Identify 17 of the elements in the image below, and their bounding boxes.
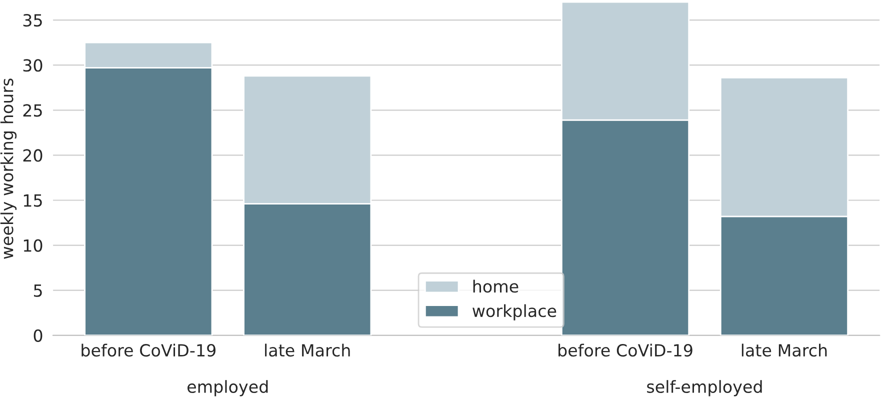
x-tick-label: late March bbox=[742, 344, 827, 357]
y-tick-label: 35 bbox=[23, 14, 42, 27]
x-tick-label: before CoViD-19 bbox=[558, 344, 692, 357]
y-tick-label: 10 bbox=[24, 239, 42, 252]
y-tick-label: 5 bbox=[34, 284, 42, 297]
y-tick-label: 20 bbox=[23, 149, 42, 162]
x-tick-label: late March bbox=[265, 344, 350, 357]
y-tick-label: 0 bbox=[34, 329, 42, 342]
y-tick-label: 15 bbox=[24, 194, 42, 207]
legend-label: workplace bbox=[472, 304, 556, 320]
x-tick-label: before CoViD-19 bbox=[82, 344, 216, 357]
text: self-employed bbox=[647, 380, 762, 396]
y-tick-label: 25 bbox=[23, 104, 42, 117]
text: employed bbox=[188, 380, 268, 396]
y-tick-label: 30 bbox=[23, 59, 42, 72]
y-axis-title: weekly working hours bbox=[0, 78, 17, 259]
legend-label: home bbox=[473, 280, 518, 293]
